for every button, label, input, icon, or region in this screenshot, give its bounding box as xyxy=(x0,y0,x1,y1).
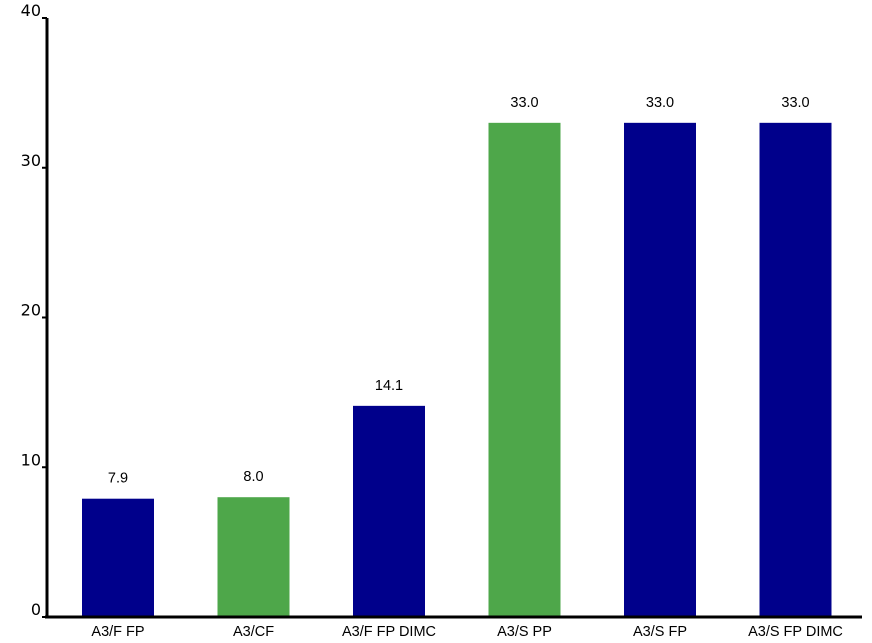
data-label: 7.9 xyxy=(108,471,128,487)
bars xyxy=(82,122,832,617)
x-tick-label: A3/S FP xyxy=(633,624,687,640)
bar xyxy=(488,122,561,617)
x-tick-label: A3/F FP xyxy=(91,624,144,640)
x-axis: A3/F FP A3/CF A3/F FP DIMC A3/S PP A3/S FP A3… xyxy=(45,615,862,640)
y-tick-label: 0 xyxy=(31,600,41,619)
bar xyxy=(353,405,425,617)
y-tick-label: 10 xyxy=(21,450,41,469)
x-tick-label: A3/S FP DIMC xyxy=(748,624,843,640)
bar xyxy=(624,122,696,617)
data-label: 33.0 xyxy=(781,95,809,111)
data-label: 33.0 xyxy=(510,95,538,111)
bar xyxy=(759,122,832,617)
x-tick-label: A3/S PP xyxy=(497,624,552,640)
y-axis: 0 10 20 30 40 xyxy=(21,1,49,619)
bar xyxy=(217,497,290,617)
data-label: 33.0 xyxy=(646,95,674,111)
data-label: 14.1 xyxy=(375,378,403,394)
data-label: 8.0 xyxy=(243,469,263,485)
y-tick-label: 40 xyxy=(21,1,41,20)
y-tick-label: 30 xyxy=(21,151,41,170)
x-tick-label: A3/CF xyxy=(233,624,274,640)
data-labels: 7.9 8.0 14.1 33.0 33.0 33.0 xyxy=(108,95,810,487)
bar xyxy=(82,498,154,617)
y-tick-label: 20 xyxy=(21,301,41,320)
x-tick-label: A3/F FP DIMC xyxy=(342,624,436,640)
